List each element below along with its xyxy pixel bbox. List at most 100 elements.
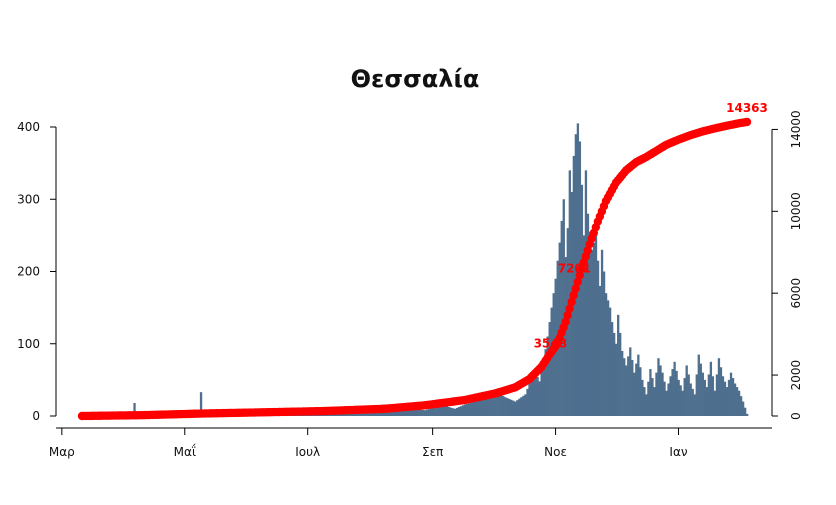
- bar: [637, 354, 640, 416]
- bar: [530, 379, 533, 416]
- bar: [629, 347, 632, 416]
- bar: [657, 358, 660, 416]
- x-tick-label: Μαρ: [49, 445, 75, 459]
- bar: [623, 358, 626, 416]
- bar: [560, 220, 563, 416]
- bar: [705, 387, 709, 416]
- bar: [564, 257, 567, 416]
- bar: [695, 374, 698, 416]
- bar: [633, 372, 636, 416]
- y-axis-right: 0 2000 6000 10000 14000: [771, 110, 803, 420]
- bar: [494, 391, 497, 416]
- chart-title: Θεσσαλία: [351, 65, 480, 93]
- bar: [600, 249, 604, 416]
- bar: [683, 378, 686, 416]
- bar: [610, 322, 614, 416]
- y-tick-label-left: 300: [17, 192, 40, 206]
- bar: [592, 242, 596, 416]
- bar: [731, 378, 735, 416]
- bar: [455, 407, 459, 416]
- bar: [653, 387, 656, 416]
- cumulative-series: [77, 117, 752, 421]
- bar: [703, 379, 706, 416]
- bar: [647, 381, 650, 416]
- bar: [725, 387, 729, 416]
- bar: [598, 285, 602, 416]
- bar: [594, 235, 598, 416]
- bar: [536, 376, 539, 416]
- bar: [522, 395, 525, 416]
- bar: [490, 393, 493, 416]
- bar: [582, 235, 586, 416]
- bar: [691, 388, 694, 416]
- x-tick-label: Ιαν: [669, 445, 687, 459]
- bars: [80, 123, 749, 416]
- bar: [453, 408, 457, 416]
- data-label: 3548: [534, 336, 567, 350]
- bar: [669, 376, 672, 416]
- plot-area: 3548 7201 14363 0 100 200 300 400 0 2000 6000 10000…: [17, 101, 803, 459]
- bar: [707, 374, 711, 416]
- bar: [482, 396, 485, 416]
- bar: [586, 213, 590, 416]
- bar: [659, 365, 662, 416]
- bar: [447, 407, 451, 416]
- bar: [538, 381, 541, 416]
- bar: [717, 358, 721, 416]
- bar: [741, 401, 745, 416]
- y-tick-label-right: 0: [789, 412, 803, 420]
- bar: [451, 408, 455, 416]
- bar: [502, 396, 505, 416]
- bar: [492, 392, 495, 416]
- bar: [723, 381, 727, 416]
- bar: [471, 402, 475, 416]
- bar: [679, 385, 682, 416]
- bar: [663, 381, 666, 416]
- x-axis: Μαρ Μαΐ Ιουλ Σεπ Νοε Ιαν: [49, 427, 772, 459]
- bar: [615, 343, 618, 416]
- bar: [546, 336, 549, 416]
- bar: [508, 398, 511, 416]
- bar: [697, 354, 700, 416]
- bar: [504, 397, 507, 416]
- bar: [550, 307, 553, 416]
- bar: [649, 369, 652, 416]
- data-label: 7201: [558, 262, 591, 276]
- bar: [699, 363, 702, 416]
- bar: [548, 322, 551, 416]
- bar: [721, 376, 725, 416]
- bar: [727, 379, 731, 416]
- bar: [461, 405, 465, 416]
- bar: [421, 409, 424, 416]
- bar: [693, 394, 696, 416]
- bar: [516, 400, 519, 416]
- bar: [437, 406, 440, 416]
- y-axis-left: 0 100 200 300 400: [17, 120, 57, 423]
- y-tick-label-left: 100: [17, 337, 40, 351]
- cumulative-point: [742, 117, 752, 127]
- bar: [675, 370, 678, 416]
- bar: [709, 361, 713, 416]
- bar: [643, 387, 646, 416]
- bar: [745, 413, 749, 416]
- y-tick-label-left: 0: [32, 409, 40, 423]
- bar: [465, 403, 469, 416]
- bar: [544, 349, 547, 416]
- bar: [685, 365, 688, 416]
- x-tick-label: Σεπ: [422, 445, 443, 459]
- bar: [619, 332, 622, 416]
- bar: [435, 407, 438, 416]
- y-tick-label-right: 10000: [789, 192, 803, 230]
- bar: [735, 387, 739, 416]
- bar: [596, 260, 600, 416]
- bar: [681, 390, 684, 416]
- cumulative-point: [561, 317, 570, 327]
- bar: [498, 393, 501, 416]
- cumulative-point: [573, 277, 582, 287]
- bar: [540, 371, 543, 416]
- bar: [528, 383, 531, 416]
- bar: [496, 392, 499, 416]
- bar: [602, 271, 606, 416]
- y-tick-label-right: 14000: [789, 110, 803, 148]
